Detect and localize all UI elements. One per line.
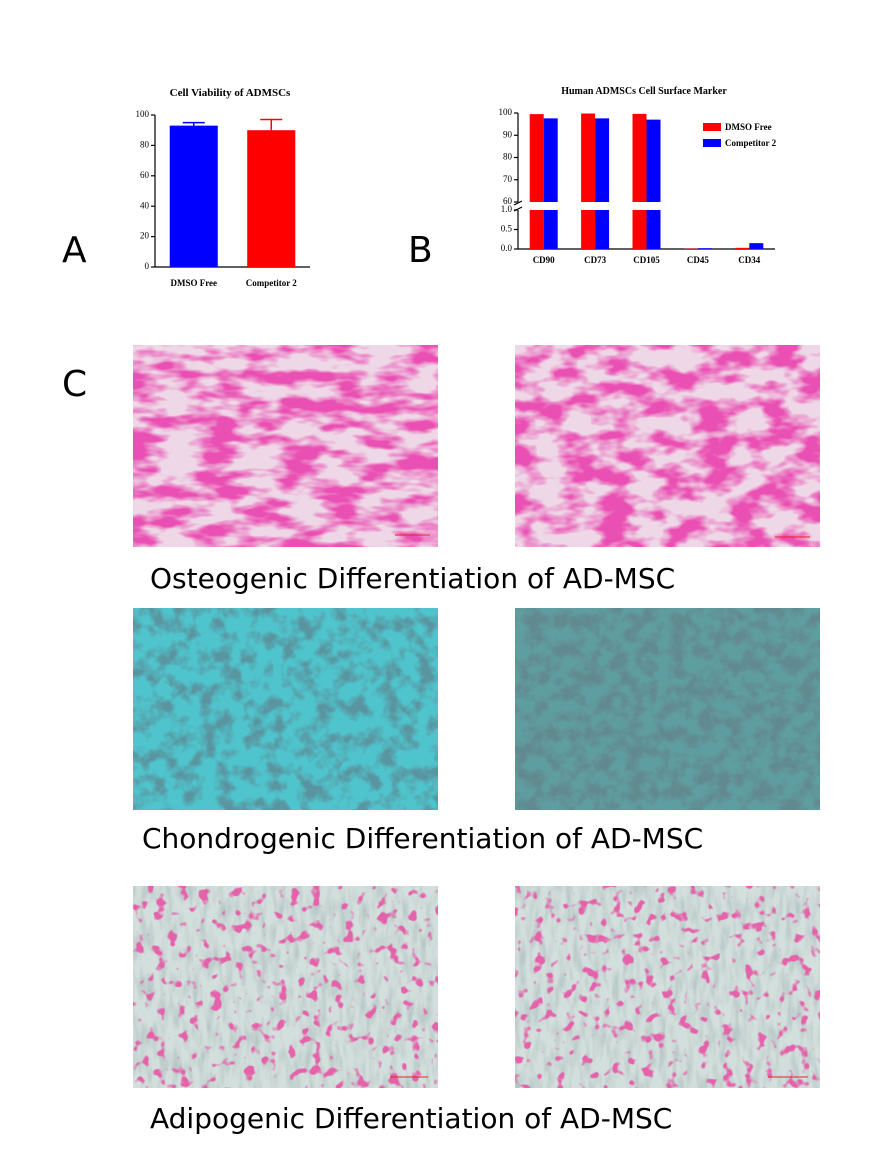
caption: Adipogenic Differentiation of AD-MSC — [150, 1102, 672, 1135]
bar — [749, 243, 764, 249]
stain-texture — [515, 886, 820, 1088]
error-bar — [260, 118, 283, 131]
legend-label: Competitor 2 — [725, 138, 777, 148]
error-bar — [182, 121, 205, 126]
bar — [529, 114, 544, 249]
panel-label: A — [62, 230, 87, 271]
y-tick-label: 100 — [499, 107, 513, 117]
bar — [735, 247, 750, 249]
x-tick-label: CD90 — [533, 255, 555, 265]
y-tick-label: 100 — [136, 109, 150, 119]
stain-texture — [515, 345, 820, 547]
y-tick-label: 70 — [503, 174, 513, 184]
y-tick-label: 1.0 — [501, 204, 513, 214]
bar — [646, 119, 661, 249]
chart-title: Human ADMSCs Cell Surface Marker — [561, 86, 727, 97]
chart-title: Cell Viability of ADMSCs — [170, 87, 291, 99]
micrograph-row — [133, 345, 820, 547]
legend-swatch — [703, 123, 721, 131]
bar — [595, 118, 610, 249]
panel-label: C — [62, 364, 87, 405]
bar — [543, 118, 558, 249]
stain-texture — [133, 345, 438, 547]
x-tick-label: CD73 — [584, 255, 606, 265]
bar — [697, 248, 712, 249]
x-tick-label: CD45 — [687, 255, 709, 265]
x-tick-label: CD34 — [738, 255, 760, 265]
bar — [169, 125, 218, 267]
legend-swatch — [703, 139, 721, 147]
y-tick-label: 0.0 — [501, 243, 513, 253]
bar — [632, 113, 647, 249]
y-tick-label: 60 — [140, 170, 150, 180]
y-tick-label: 80 — [140, 139, 150, 149]
stain-texture — [133, 886, 438, 1088]
x-tick-label: DMSO Free — [170, 278, 217, 288]
y-tick-label: 0 — [145, 261, 150, 271]
panel-label: B — [408, 230, 433, 271]
y-tick-label: 20 — [140, 231, 150, 241]
bar — [247, 130, 296, 267]
y-tick-label: 0.5 — [501, 224, 513, 234]
x-tick-label: Competitor 2 — [246, 278, 298, 288]
micrograph-row — [133, 608, 820, 810]
bar — [581, 113, 596, 249]
caption: Chondrogenic Differentiation of AD-MSC — [142, 822, 703, 855]
y-tick-label: 60 — [503, 196, 513, 206]
y-tick-label: 80 — [503, 152, 513, 162]
stain-texture — [133, 608, 438, 810]
y-tick-label: 90 — [503, 129, 513, 139]
x-tick-label: CD105 — [633, 255, 660, 265]
stain-texture — [515, 608, 820, 810]
legend-label: DMSO Free — [725, 122, 772, 132]
y-tick-label: 40 — [140, 200, 150, 210]
axis-break — [513, 200, 523, 212]
micrograph-row — [133, 886, 820, 1088]
caption: Osteogenic Differentiation of AD-MSC — [150, 562, 675, 595]
